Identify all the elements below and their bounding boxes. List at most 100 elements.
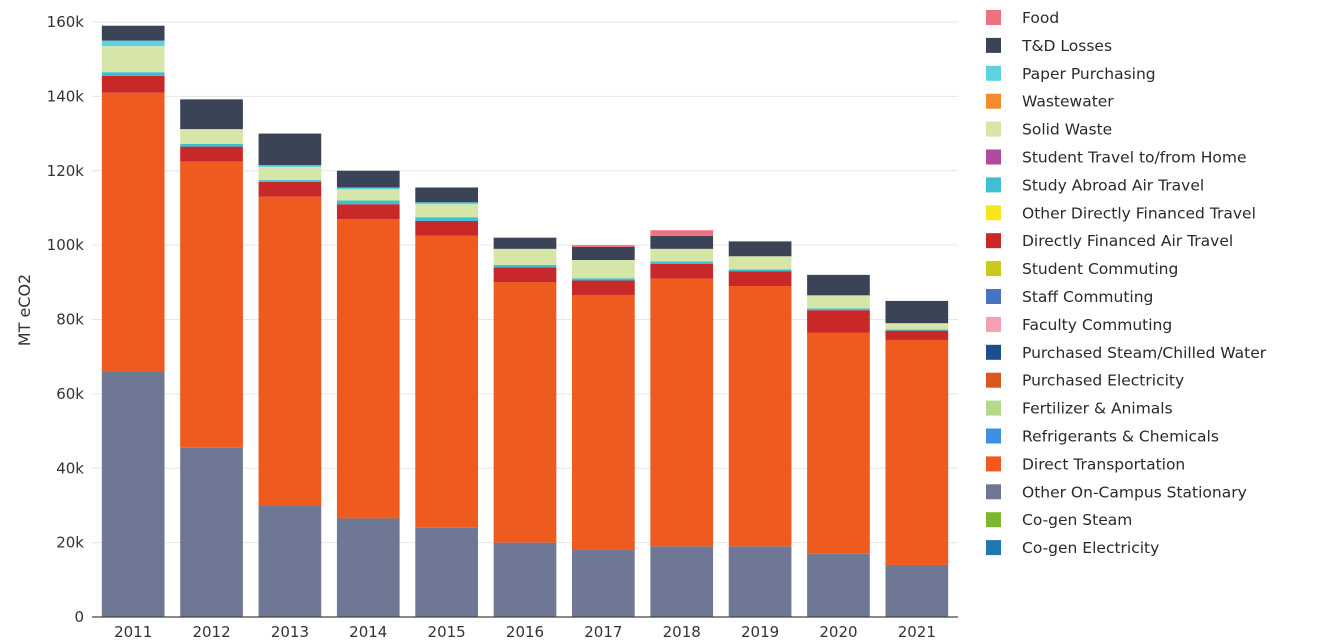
bar-segment[interactable] [180,146,243,162]
bar-segment[interactable] [572,278,635,281]
bar-segment[interactable] [807,274,870,296]
bar-segment[interactable] [650,261,714,264]
legend-item[interactable]: Student Travel to/from Home [986,149,1247,167]
legend[interactable]: Food T&D Losses Paper Purchasing Wastewater… [986,9,1267,557]
bar-segment[interactable] [415,217,478,221]
bar-segment[interactable] [650,263,714,279]
bar-segment[interactable] [180,143,243,147]
bar-stack-2015[interactable] [415,187,478,617]
bar-segment[interactable] [180,99,243,130]
bar-segment[interactable] [728,286,792,547]
bar-segment[interactable] [415,204,478,218]
bar-stack-2019[interactable] [728,241,792,617]
legend-item[interactable]: Direct Transportation [986,455,1185,473]
bar-segment[interactable] [415,187,478,203]
bar-segment[interactable] [101,72,165,76]
bar-segment[interactable] [415,235,478,528]
bar-segment[interactable] [415,220,478,236]
bar-segment[interactable] [650,230,714,236]
bar-stack-2016[interactable] [493,237,557,617]
legend-item[interactable]: Student Commuting [986,260,1178,278]
bar-stack-2011[interactable] [101,25,165,617]
bar-segment[interactable] [180,161,243,448]
bar-segment[interactable] [101,40,165,47]
legend-item[interactable]: Other Directly Financed Travel [986,204,1256,222]
bar-segment[interactable] [258,180,322,182]
bar-stack-2014[interactable] [336,170,400,617]
legend-item[interactable]: Staff Commuting [986,288,1153,306]
bar-segment[interactable] [807,295,870,309]
bar-segment[interactable] [885,564,949,617]
bar-segment[interactable] [807,310,870,333]
legend-item[interactable]: Co-gen Steam [986,511,1132,529]
bar-segment[interactable] [728,256,792,270]
bar-stack-2017[interactable] [572,245,635,617]
bar-segment[interactable] [728,241,792,257]
legend-item[interactable]: Co-gen Electricity [986,539,1159,557]
bar-segment[interactable] [885,329,949,331]
bar-segment[interactable] [336,200,400,205]
bar-segment[interactable] [572,280,635,296]
bar-segment[interactable] [572,246,635,260]
bar-segment[interactable] [101,371,165,617]
bar-segment[interactable] [180,129,243,144]
legend-item[interactable]: Purchased Steam/Chilled Water [986,344,1267,362]
legend-item[interactable]: Other On-Campus Stationary [986,483,1247,501]
bar-segment[interactable] [493,248,557,265]
legend-item[interactable]: Directly Financed Air Travel [986,232,1233,250]
bar-segment[interactable] [336,518,400,617]
bar-segment[interactable] [885,323,949,330]
bar-segment[interactable] [258,505,322,617]
bar-segment[interactable] [101,46,165,73]
bar-segment[interactable] [415,202,478,205]
legend-item[interactable]: Refrigerants & Chemicals [986,428,1219,446]
bar-segment[interactable] [258,165,322,168]
bar-segment[interactable] [336,170,400,188]
bar-segment[interactable] [650,278,714,547]
bar-segment[interactable] [728,271,792,287]
bar-segment[interactable] [493,282,557,543]
bar-segment[interactable] [885,330,949,340]
legend-item[interactable]: Wastewater [986,93,1114,111]
bar-segment[interactable] [885,339,949,565]
bar-segment[interactable] [336,187,400,190]
bar-segment[interactable] [572,550,635,617]
bar-segment[interactable] [650,248,714,262]
legend-item[interactable]: Paper Purchasing [986,65,1156,83]
bar-segment[interactable] [807,332,870,554]
bar-segment[interactable] [572,245,635,247]
bar-segment[interactable] [572,260,635,279]
bar-segment[interactable] [258,196,322,506]
bar-segment[interactable] [493,237,557,249]
bar-segment[interactable] [415,527,478,617]
bar-segment[interactable] [807,553,870,617]
bar-segment[interactable] [258,133,322,166]
bar-segment[interactable] [336,204,400,220]
bar-segment[interactable] [101,25,165,41]
bar-segment[interactable] [493,267,557,283]
bar-stack-2013[interactable] [258,133,322,617]
legend-item[interactable]: Food [986,9,1059,27]
bar-segment[interactable] [258,167,322,181]
bar-stack-2012[interactable] [180,99,243,617]
bar-segment[interactable] [493,542,557,617]
legend-item[interactable]: Purchased Electricity [986,372,1184,390]
bar-segment[interactable] [336,219,400,519]
bar-stack-2020[interactable] [807,274,870,617]
bar-segment[interactable] [650,235,714,249]
bar-segment[interactable] [180,447,243,617]
bar-segment[interactable] [493,264,557,268]
bar-stack-2018[interactable] [650,230,714,617]
legend-item[interactable]: Study Abroad Air Travel [986,176,1204,194]
legend-item[interactable]: Fertilizer & Animals [986,400,1173,418]
bar-segment[interactable] [807,308,870,311]
bar-segment[interactable] [336,189,400,201]
bar-segment[interactable] [728,269,792,272]
bar-segment[interactable] [101,92,165,372]
legend-item[interactable]: Faculty Commuting [986,316,1172,334]
bar-stack-2021[interactable] [885,300,949,617]
bar-segment[interactable] [101,75,165,93]
bar-segment[interactable] [258,181,322,197]
legend-item[interactable]: T&D Losses [986,37,1112,55]
bar-segment[interactable] [650,546,714,617]
